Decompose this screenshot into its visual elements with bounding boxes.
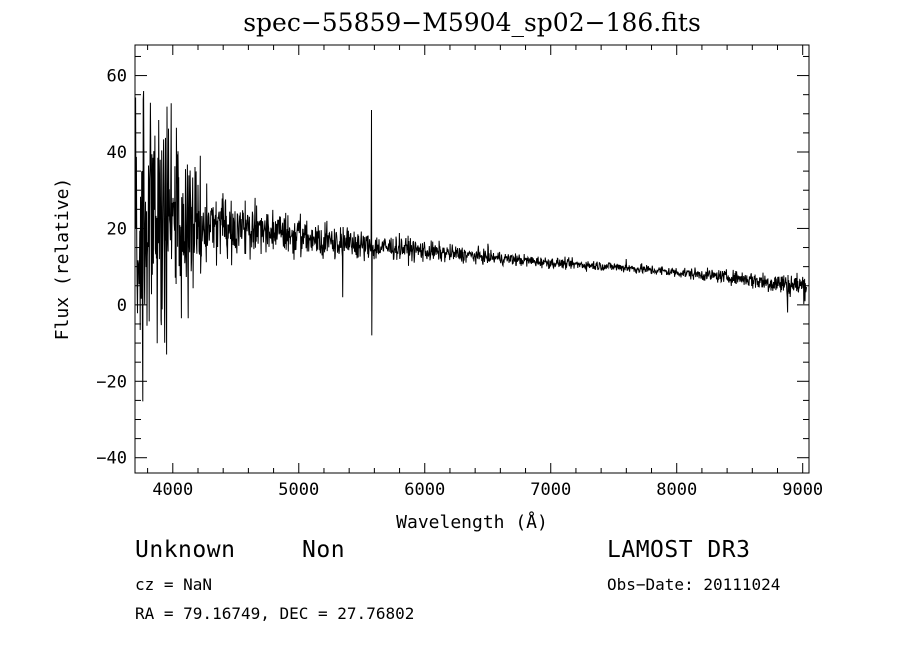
y-tick-label: 20	[107, 219, 127, 239]
y-tick-label: 60	[107, 67, 127, 87]
y-axis-label: Flux (relative)	[52, 178, 73, 341]
y-tick-label: −20	[96, 372, 127, 392]
plot-frame	[134, 44, 810, 474]
x-tick-label: 9000	[782, 480, 823, 500]
y-tick-label: 40	[107, 143, 127, 163]
axis-ticks	[135, 45, 809, 473]
chart-title: spec−55859−M5904_sp02−186.fits	[243, 8, 701, 37]
obs-date: Obs−Date: 20111024	[607, 575, 781, 594]
x-tick-label: 4000	[152, 480, 193, 500]
ra-dec: RA = 79.16749, DEC = 27.76802	[135, 604, 415, 623]
x-tick-labels: 4000 5000 6000 7000 8000 9000	[152, 480, 823, 500]
y-tick-label: 0	[117, 296, 127, 316]
x-tick-label: 7000	[530, 480, 571, 500]
x-tick-label: 8000	[656, 480, 697, 500]
object-subclass: Non	[302, 537, 346, 563]
x-axis-label: Wavelength (Å)	[396, 511, 548, 533]
redshift-cz: cz = NaN	[135, 575, 213, 594]
object-class: Unknown	[135, 537, 236, 563]
x-tick-label: 6000	[404, 480, 445, 500]
y-tick-label: −40	[96, 449, 127, 469]
survey-name: LAMOST DR3	[607, 537, 751, 563]
spectrum-line	[135, 90, 807, 402]
x-tick-label: 5000	[278, 480, 319, 500]
y-tick-labels: −40 −20 0 20 40 60	[96, 67, 127, 469]
